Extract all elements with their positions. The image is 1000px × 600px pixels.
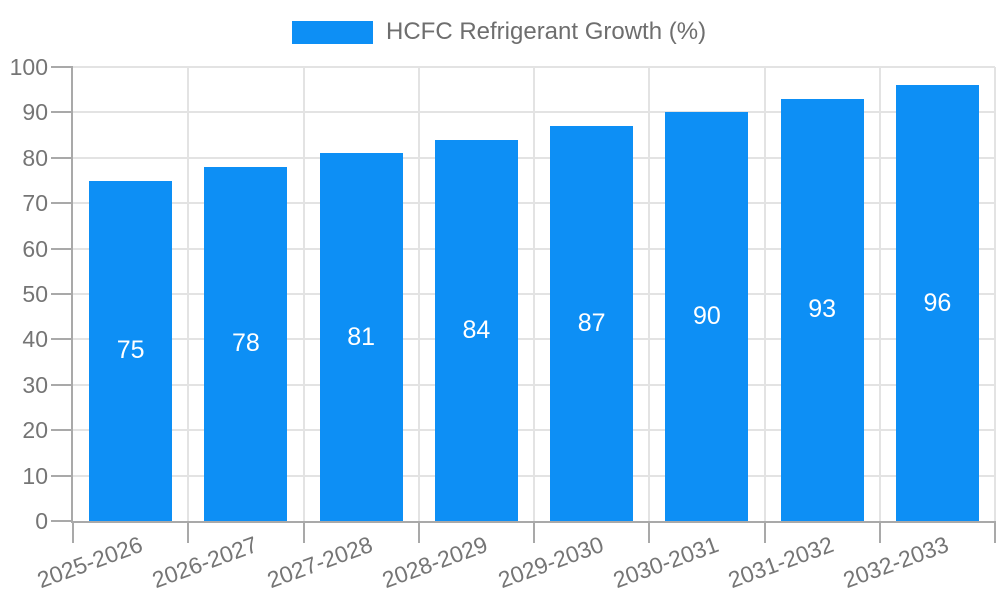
gridline-vertical xyxy=(302,67,305,521)
x-axis-category-label: 2025-2026 xyxy=(33,531,146,594)
x-axis-tick xyxy=(417,521,420,543)
y-axis-tick xyxy=(51,202,73,205)
gridline-vertical xyxy=(648,67,651,521)
x-axis-line xyxy=(71,521,996,523)
y-axis-tick-label: 50 xyxy=(22,281,48,307)
y-axis-tick-label: 80 xyxy=(22,144,48,171)
y-axis-tick-label: 10 xyxy=(22,462,48,489)
x-axis-tick xyxy=(72,521,74,543)
x-axis-tick xyxy=(994,521,996,543)
legend-item[interactable]: HCFC Refrigerant Growth (%) xyxy=(292,18,706,46)
x-axis-tick xyxy=(187,521,190,543)
x-axis-category-label: 2028-2029 xyxy=(379,531,492,594)
bar-value-label: 78 xyxy=(231,329,260,358)
legend-label: HCFC Refrigerant Growth (%) xyxy=(386,18,707,45)
y-axis-tick xyxy=(51,156,73,159)
bar: 96 xyxy=(895,85,979,521)
y-axis-tick xyxy=(51,520,73,522)
gridline-vertical xyxy=(187,67,190,521)
bar-value-label: 96 xyxy=(923,288,952,317)
bar-value-label: 87 xyxy=(577,309,606,337)
x-axis-tick xyxy=(763,521,766,543)
x-axis-category-label: 2029-2030 xyxy=(494,531,607,594)
y-axis-tick-label: 90 xyxy=(22,99,48,126)
bar-value-label: 75 xyxy=(116,336,145,365)
gridline-vertical xyxy=(878,67,881,521)
bar: 84 xyxy=(434,139,518,521)
y-axis-tick-label: 20 xyxy=(22,417,48,444)
y-axis-tick-label: 0 xyxy=(35,508,48,534)
y-axis-tick-label: 100 xyxy=(9,54,48,80)
y-axis-tick xyxy=(51,111,73,114)
y-axis-tick xyxy=(51,66,73,68)
y-axis-tick-label: 70 xyxy=(22,190,48,217)
bar-value-label: 90 xyxy=(692,302,721,331)
bar: 93 xyxy=(780,98,864,521)
gridline-vertical xyxy=(994,67,996,521)
x-axis-tick xyxy=(878,521,881,543)
x-axis-category-label: 2027-2028 xyxy=(263,531,377,594)
x-axis-category-label: 2032-2033 xyxy=(840,531,953,594)
y-axis-tick xyxy=(51,293,73,295)
gridline-vertical xyxy=(763,67,766,521)
bar: 78 xyxy=(204,166,288,521)
y-axis-tick xyxy=(51,247,73,250)
y-axis-tick xyxy=(51,383,73,386)
y-axis-tick xyxy=(51,474,73,477)
bar-value-label: 93 xyxy=(808,295,837,324)
bar: 81 xyxy=(319,153,403,521)
x-axis-category-label: 2026-2027 xyxy=(148,531,261,594)
bar: 75 xyxy=(89,180,173,521)
y-axis-tick xyxy=(51,429,73,432)
x-axis-category-label: 2030-2031 xyxy=(609,531,722,594)
y-axis-tick xyxy=(51,338,73,341)
x-axis-category-label: 2031-2032 xyxy=(724,531,838,594)
y-axis-tick-label: 60 xyxy=(22,235,48,262)
gridline-vertical xyxy=(417,67,420,521)
bar: 90 xyxy=(665,112,749,521)
y-axis-line xyxy=(71,67,73,521)
y-axis-tick-label: 40 xyxy=(22,326,48,353)
x-axis-tick xyxy=(533,521,535,543)
gridline-vertical xyxy=(533,67,535,521)
bar-value-label: 84 xyxy=(462,315,491,344)
bar: 87 xyxy=(550,126,634,521)
x-axis-tick xyxy=(648,521,651,543)
legend-swatch-icon xyxy=(292,20,373,44)
y-axis-tick-label: 30 xyxy=(22,371,48,398)
bar-value-label: 81 xyxy=(347,322,376,351)
x-axis-tick xyxy=(302,521,305,543)
